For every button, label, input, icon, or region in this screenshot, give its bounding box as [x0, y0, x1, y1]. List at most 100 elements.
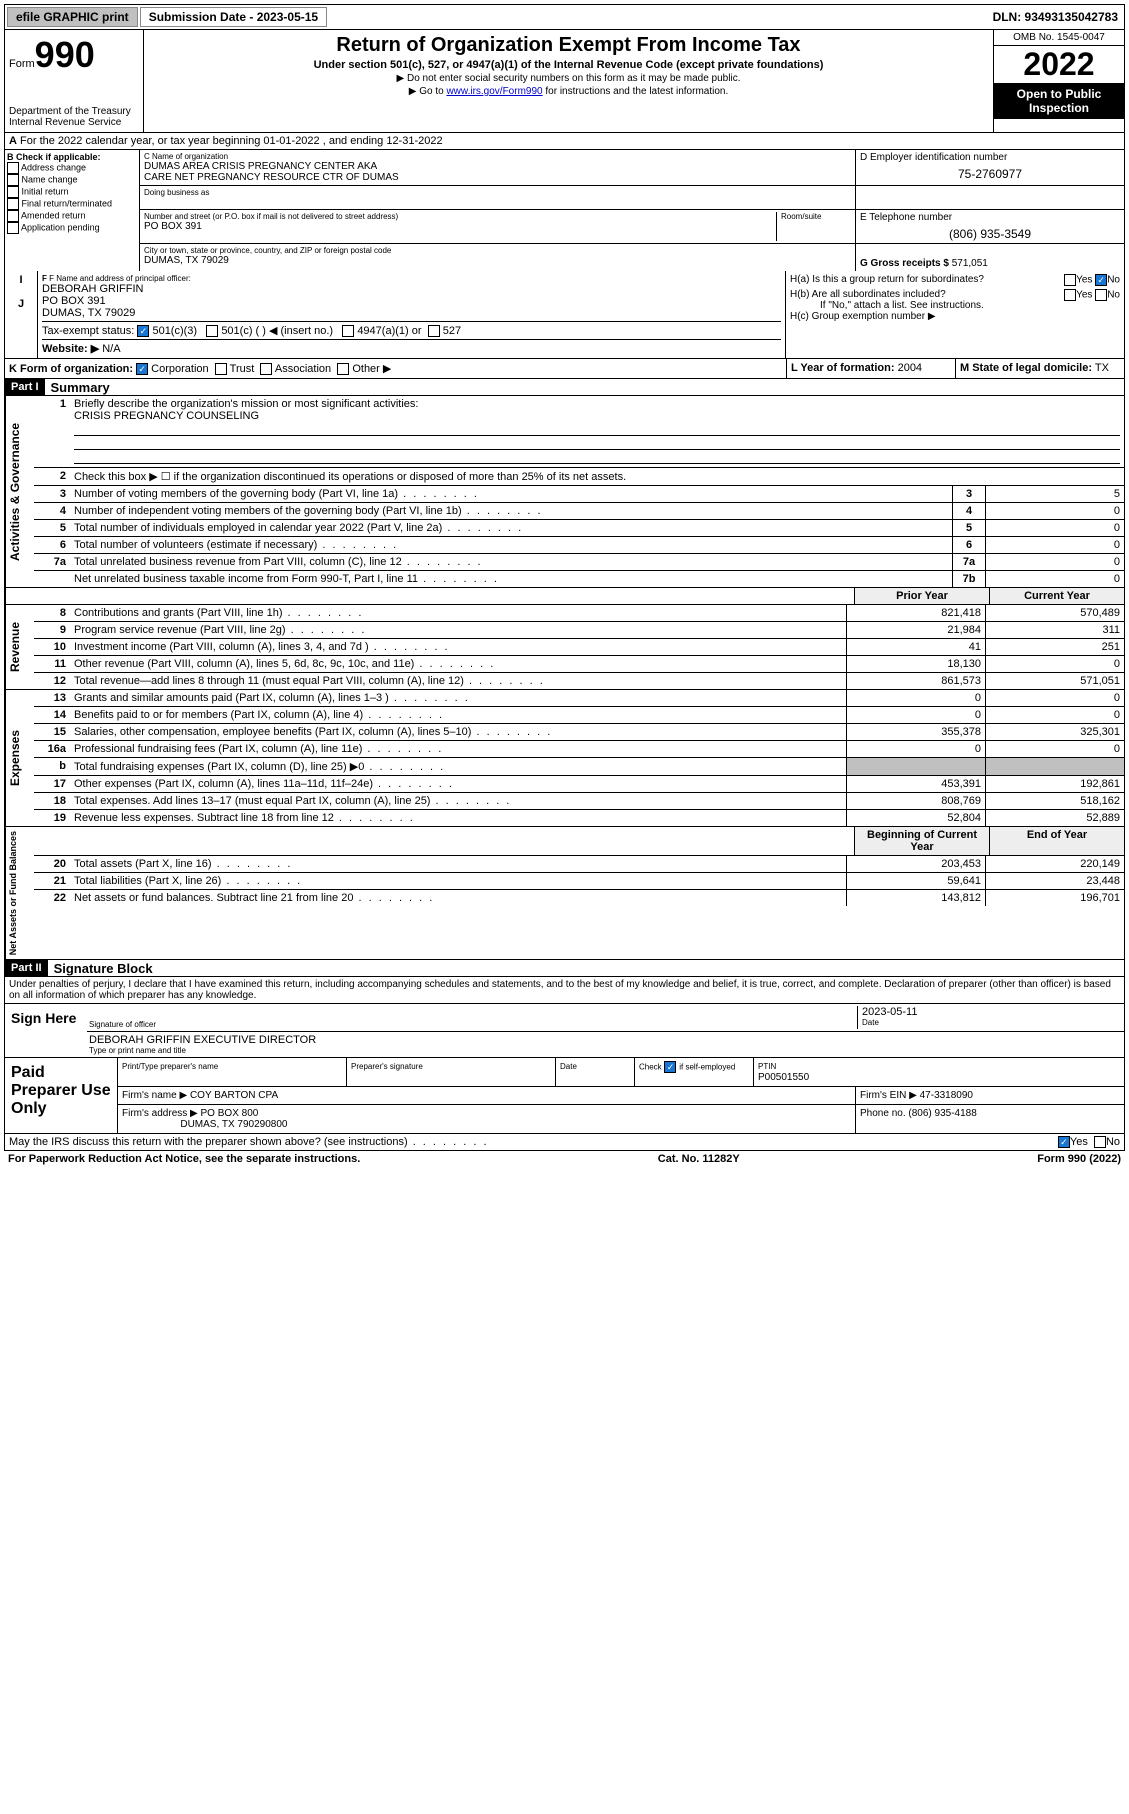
row-k-label: K Form of organization:: [9, 363, 133, 375]
org-name-2: CARE NET PREGNANCY RESOURCE CTR OF DUMAS: [144, 172, 851, 183]
table-row: 19Revenue less expenses. Subtract line 1…: [34, 810, 1124, 826]
chk-address[interactable]: [7, 162, 19, 174]
chk-ha-yes[interactable]: [1064, 274, 1076, 286]
ptin-value: P00501550: [758, 1072, 809, 1083]
chk-trust[interactable]: [215, 363, 227, 375]
table-row: 17Other expenses (Part IX, column (A), l…: [34, 776, 1124, 793]
chk-name[interactable]: [7, 174, 19, 186]
side-rev: Revenue: [5, 605, 34, 689]
form-title: Return of Organization Exempt From Incom…: [148, 34, 989, 57]
phone-value: (806) 935-3549: [860, 223, 1120, 241]
netassets-header-row: Net Assets or Fund Balances Beginning of…: [4, 827, 1125, 960]
website-value: N/A: [102, 343, 120, 355]
side-exp: Expenses: [5, 690, 34, 826]
chk-corp[interactable]: ✓: [136, 363, 148, 375]
table-row: 18Total expenses. Add lines 13–17 (must …: [34, 793, 1124, 810]
chk-assoc[interactable]: [260, 363, 272, 375]
sig-date: 2023-05-11: [862, 1006, 1122, 1018]
box-f-label: F Name and address of principal officer:: [49, 274, 191, 283]
part-2-badge: Part II: [5, 960, 48, 976]
officer-addr1: PO BOX 391: [42, 295, 781, 307]
table-row: 7aTotal unrelated business revenue from …: [34, 554, 1124, 571]
declaration-text: Under penalties of perjury, I declare th…: [4, 977, 1125, 1004]
q1-label: Briefly describe the organization's miss…: [74, 398, 418, 410]
side-net: Net Assets or Fund Balances: [5, 827, 34, 959]
row-a-period: A For the 2022 calendar year, or tax yea…: [4, 133, 1125, 150]
pra-notice: For Paperwork Reduction Act Notice, see …: [8, 1153, 360, 1165]
chk-initial[interactable]: [7, 186, 19, 198]
part-1-title: Summary: [45, 380, 110, 395]
form-header: Form990 Department of the Treasury Inter…: [4, 30, 1125, 133]
form-footer: Form 990 (2022): [1037, 1153, 1121, 1165]
form-word: Form: [9, 58, 35, 70]
chk-hb-yes[interactable]: [1064, 289, 1076, 301]
sig-officer-label: Signature of officer: [89, 1020, 857, 1029]
sig-name: DEBORAH GRIFFIN EXECUTIVE DIRECTOR: [89, 1034, 1122, 1046]
box-b: B Check if applicable: Address change Na…: [5, 150, 140, 271]
chk-4947[interactable]: [342, 325, 354, 337]
form-number: 990: [35, 34, 95, 75]
firm-name: COY BARTON CPA: [190, 1090, 278, 1101]
table-row: 14Benefits paid to or for members (Part …: [34, 707, 1124, 724]
dept-label: Department of the Treasury: [9, 106, 139, 117]
officer-name: DEBORAH GRIFFIN: [42, 283, 781, 295]
discuss-text: May the IRS discuss this return with the…: [9, 1136, 489, 1148]
chk-amended[interactable]: [7, 210, 19, 222]
dba-label: Doing business as: [144, 188, 851, 197]
city-value: DUMAS, TX 79029: [144, 255, 851, 266]
table-row: 8Contributions and grants (Part VIII, li…: [34, 605, 1124, 622]
chk-final[interactable]: [7, 198, 19, 210]
efile-button[interactable]: efile GRAPHIC print: [7, 7, 138, 27]
year-formation: 2004: [898, 362, 922, 374]
note-goto-pre: Go to: [419, 86, 446, 97]
firm-phone: (806) 935-4188: [908, 1108, 976, 1119]
chk-527[interactable]: [428, 325, 440, 337]
omb-number: OMB No. 1545-0047: [994, 30, 1124, 46]
chk-discuss-no[interactable]: [1094, 1136, 1106, 1148]
hb-label: H(b) Are all subordinates included?: [790, 289, 946, 300]
table-row: 15Salaries, other compensation, employee…: [34, 724, 1124, 741]
sig-date-label: Date: [862, 1018, 1122, 1027]
chk-ha-no[interactable]: ✓: [1095, 274, 1107, 286]
chk-pending[interactable]: [7, 222, 19, 234]
table-row: 4Number of independent voting members of…: [34, 503, 1124, 520]
cat-no: Cat. No. 11282Y: [658, 1153, 740, 1165]
table-row: 20Total assets (Part X, line 16)203,4532…: [34, 856, 1124, 873]
table-row: 21Total liabilities (Part X, line 26)59,…: [34, 873, 1124, 890]
table-row: 11Other revenue (Part VIII, column (A), …: [34, 656, 1124, 673]
row-klm: K Form of organization: ✓ Corporation Tr…: [4, 359, 1125, 379]
end-year-hdr: End of Year: [989, 827, 1124, 855]
table-row: 5Total number of individuals employed in…: [34, 520, 1124, 537]
hc-label: H(c) Group exemption number ▶: [790, 311, 1120, 322]
chk-self-emp[interactable]: ✓: [664, 1061, 676, 1073]
chk-discuss-yes[interactable]: ✓: [1058, 1136, 1070, 1148]
part-1-header: Part I Summary: [4, 379, 1125, 396]
irs-label: Internal Revenue Service: [9, 117, 139, 128]
ein-value: 75-2760977: [860, 163, 1120, 181]
row-j-label: Website: ▶: [42, 343, 99, 355]
chk-hb-no[interactable]: [1095, 289, 1107, 301]
tax-year: 2022: [994, 46, 1124, 83]
year-header-row: Prior Year Current Year: [4, 588, 1125, 605]
firm-addr2: DUMAS, TX 790290800: [180, 1119, 287, 1130]
table-row: 13Grants and similar amounts paid (Part …: [34, 690, 1124, 707]
chk-other[interactable]: [337, 363, 349, 375]
table-row: bTotal fundraising expenses (Part IX, co…: [34, 758, 1124, 776]
part-2-title: Signature Block: [48, 961, 153, 976]
part-2-header: Part II Signature Block: [4, 960, 1125, 977]
state-domicile: TX: [1095, 362, 1109, 374]
addr-label: Number and street (or P.O. box if mail i…: [144, 212, 776, 221]
table-row: 3Number of voting members of the governi…: [34, 486, 1124, 503]
chk-501c[interactable]: [206, 325, 218, 337]
table-row: 22Net assets or fund balances. Subtract …: [34, 890, 1124, 906]
irs-link[interactable]: www.irs.gov/Form990: [446, 86, 542, 97]
chk-501c3[interactable]: ✓: [137, 325, 149, 337]
table-row: Net unrelated business taxable income fr…: [34, 571, 1124, 587]
firm-ein: 47-3318090: [920, 1090, 973, 1101]
table-row: 16aProfessional fundraising fees (Part I…: [34, 741, 1124, 758]
row-a-text: For the 2022 calendar year, or tax year …: [20, 135, 443, 147]
footer-row: For Paperwork Reduction Act Notice, see …: [4, 1151, 1125, 1167]
box-d-label: D Employer identification number: [860, 152, 1120, 163]
sign-here-block: Sign Here Signature of officer 2023-05-1…: [4, 1004, 1125, 1058]
org-name-1: DUMAS AREA CRISIS PREGNANCY CENTER AKA: [144, 161, 851, 172]
